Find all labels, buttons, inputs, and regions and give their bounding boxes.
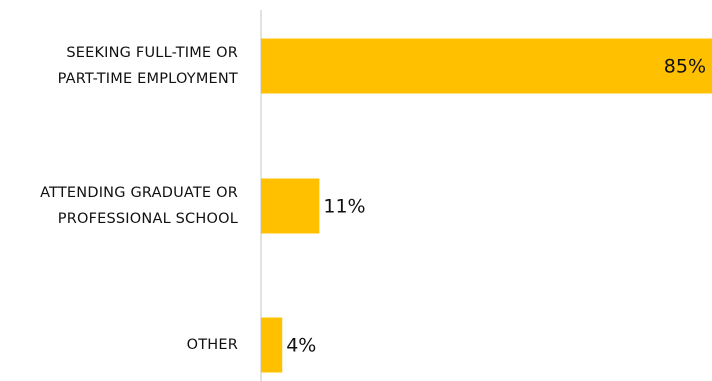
value-label-0: 85% xyxy=(664,56,706,78)
value-label-2: 4% xyxy=(286,335,316,357)
category-label-0: SEEKING FULL-TIME OR PART-TIME EMPLOYMENT xyxy=(58,45,238,87)
category-label-line: OTHER xyxy=(187,337,238,353)
category-label-line: PART-TIME EMPLOYMENT xyxy=(58,71,238,87)
category-label-1: ATTENDING GRADUATE OR PROFESSIONAL SCHOOL xyxy=(40,185,238,227)
bar-1 xyxy=(261,178,320,234)
value-label-1: 11% xyxy=(323,196,365,218)
category-labels-group: SEEKING FULL-TIME OR PART-TIME EMPLOYMENT… xyxy=(40,45,238,353)
bar-0 xyxy=(261,38,712,94)
bars-group xyxy=(261,38,712,373)
category-label-line: SEEKING FULL-TIME OR xyxy=(66,45,238,61)
category-label-line: PROFESSIONAL SCHOOL xyxy=(58,211,238,227)
category-label-2: OTHER xyxy=(187,337,238,353)
category-label-line: ATTENDING GRADUATE OR xyxy=(40,185,238,201)
value-labels-group: 85% 11% 4% xyxy=(286,56,706,357)
bar-2 xyxy=(261,317,283,373)
